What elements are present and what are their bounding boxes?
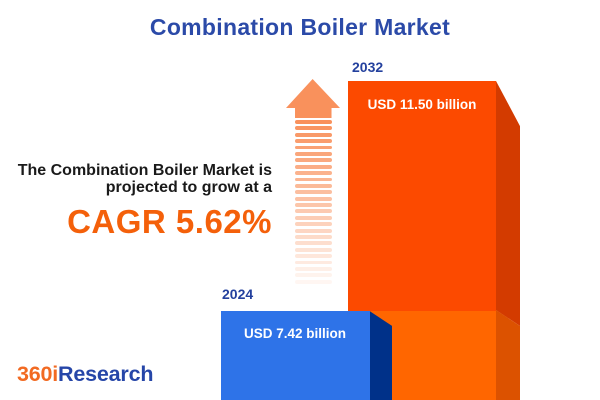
bar-2032-side-face-lower [496, 310, 520, 400]
annotation-line-2: projected to grow at a [105, 178, 272, 196]
bar-2032-front-face-upper [348, 81, 496, 311]
bar-2024-front-face [221, 311, 370, 400]
logo-360iresearch: 360iResearch [17, 362, 153, 387]
bar-2032-value-label: USD 11.50 billion [367, 97, 477, 112]
arrow-dashes [295, 120, 332, 286]
bar-2024-value-label: USD 7.42 billion [243, 326, 347, 341]
annotation-block: The Combination Boiler Market is project… [17, 162, 272, 241]
bar-2032-side-face-upper [496, 81, 520, 326]
cagr-value: CAGR 5.62% [67, 203, 272, 240]
bar-2032-year-label: 2032 [352, 59, 384, 75]
bar-2024-side-face [369, 311, 392, 400]
logo-part-orange: 360i [17, 362, 59, 386]
page-title: Combination Boiler Market [149, 14, 451, 40]
bar-2024-year-label: 2024 [222, 286, 254, 302]
arrow-head [286, 79, 340, 118]
logo-part-blue: Research [58, 362, 154, 386]
annotation-line-1: The Combination Boiler Market is [17, 162, 272, 179]
